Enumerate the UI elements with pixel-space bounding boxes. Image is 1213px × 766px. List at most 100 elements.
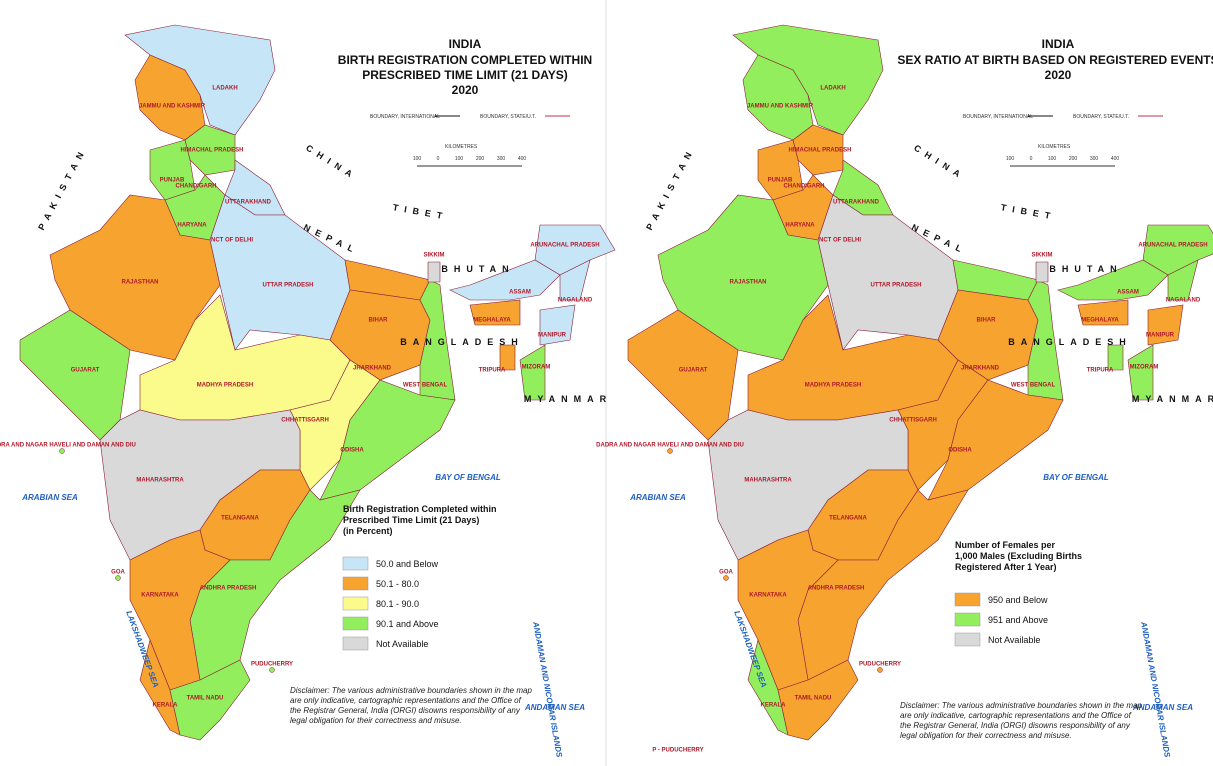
region-shape: [1035, 261, 1049, 283]
region-label: KARNATAKA: [749, 593, 787, 599]
region-label: ARUNACHAL PRADESH: [1138, 243, 1207, 249]
legend-title: Number of Females per: [955, 540, 1056, 550]
legend-label: Not Available: [376, 639, 428, 649]
region-label: MIZORAM: [1130, 365, 1159, 371]
region-label: DADRA AND NAGAR HAVELI AND DAMAN AND DIU: [0, 443, 136, 449]
region-label: SIKKIM: [424, 253, 445, 259]
region-label: HARYANA: [785, 223, 815, 229]
legend-label: 950 and Below: [988, 595, 1048, 605]
sea-label: ARABIAN SEA: [21, 493, 78, 502]
region-label: GOA: [111, 570, 125, 576]
region-label: PUNJAB: [768, 178, 793, 184]
region-label: ASSAM: [1117, 290, 1139, 296]
region-shape: [115, 575, 121, 581]
region-label: MANIPUR: [1146, 333, 1175, 339]
region-label: LADAKH: [820, 86, 845, 92]
region-label: TRIPURA: [1087, 368, 1114, 374]
region-shape: [667, 448, 673, 454]
region-shape: [877, 667, 883, 673]
map-panel: LADAKH JAMMU AND KASHMIR HIMACHAL PRADESH P…: [0, 24, 616, 759]
region-label: KERALA: [153, 703, 179, 709]
scale-tick: 300: [1090, 156, 1099, 162]
boundary-label: BOUNDARY, STATE/U.T.: [1073, 114, 1129, 120]
region-label: UTTARAKHAND: [833, 200, 880, 206]
region-label: HIMACHAL PRADESH: [181, 148, 244, 154]
region-label: ARUNACHAL PRADESH: [530, 243, 599, 249]
region-shape: [269, 667, 275, 673]
legend-swatch: [954, 592, 981, 607]
region-label: SIKKIM: [1032, 253, 1053, 259]
region-label: JAMMU AND KASHMIR: [747, 104, 814, 110]
region-label: WEST BENGAL: [403, 383, 448, 389]
region-label: MAHARASHTRA: [744, 478, 792, 484]
map-title: BIRTH REGISTRATION COMPLETED WITHIN: [338, 53, 592, 67]
region-label: GUJARAT: [679, 368, 708, 374]
country-label: BANGLADESH: [400, 337, 524, 347]
legend-label: Not Available: [988, 635, 1040, 645]
region-label: NAGALAND: [1166, 298, 1201, 304]
region-label: GUJARAT: [71, 368, 100, 374]
map-title: INDIA: [1042, 37, 1075, 51]
scale-tick: 400: [1111, 156, 1120, 162]
region-label: ASSAM: [509, 290, 531, 296]
country-label: BHUTAN: [441, 264, 514, 274]
disclaimer: the Registrar General, India (ORGI) diso…: [290, 706, 521, 715]
region-label: MIZORAM: [522, 365, 551, 371]
region-shape: [499, 344, 516, 371]
legend-title: (in Percent): [343, 526, 393, 536]
disclaimer: Disclaimer: The various administrative b…: [290, 686, 532, 695]
legend-swatch: [342, 596, 369, 611]
legend-swatch: [342, 556, 369, 571]
region-label: KARNATAKA: [141, 593, 179, 599]
scale-tick: 300: [497, 156, 506, 162]
region-shape: [469, 299, 521, 326]
legend-label: 50.0 and Below: [376, 559, 439, 569]
region-label: WEST BENGAL: [1011, 383, 1056, 389]
scale-tick: 100: [1048, 156, 1057, 162]
disclaimer: are only indicative, cartographic repres…: [290, 696, 522, 705]
region-shape: [59, 448, 65, 454]
disclaimer: legal obligation for their correctness a…: [290, 716, 462, 725]
country-label: MYANMAR: [524, 394, 612, 404]
region-label: JAMMU AND KASHMIR: [139, 104, 206, 110]
region-label: MADHYA PRADESH: [805, 383, 862, 389]
region-label: DADRA AND NAGAR HAVELI AND DAMAN AND DIU: [596, 443, 744, 449]
region-shape: [1077, 299, 1129, 326]
region-label: HARYANA: [177, 223, 207, 229]
legend-swatch: [342, 636, 369, 651]
region-label: TRIPURA: [479, 368, 506, 374]
map-title: PRESCRIBED TIME LIMIT (21 DAYS): [362, 68, 568, 82]
scale-tick: 100: [455, 156, 464, 162]
boundary-label: BOUNDARY, INTERNATIONAL: [370, 114, 440, 120]
scale-tick: 200: [1069, 156, 1078, 162]
country-label: BHUTAN: [1049, 264, 1122, 274]
region-label: ANDHRA PRADESH: [808, 586, 865, 592]
region-label: UTTAR PRADESH: [263, 283, 314, 289]
disclaimer: Disclaimer: The various administrative b…: [900, 701, 1142, 710]
legend-swatch: [342, 616, 369, 631]
region-shape: [169, 659, 251, 741]
region-label: PUDUCHERRY: [251, 662, 293, 668]
region-shape: [519, 344, 546, 401]
region-label: GOA: [719, 570, 733, 576]
legend-label: 80.1 - 90.0: [376, 599, 419, 609]
region-label: NCT OF DELHI: [211, 238, 253, 244]
region-label: MEGHALAYA: [1081, 318, 1119, 324]
region-shape: [747, 639, 789, 736]
country-label: BANGLADESH: [1008, 337, 1132, 347]
legend-swatch: [342, 576, 369, 591]
region-label: RAJASTHAN: [121, 280, 158, 286]
region-shape: [1127, 344, 1154, 401]
region-label: MADHYA PRADESH: [197, 383, 254, 389]
disclaimer: the Registrar General, India (ORGI) diso…: [900, 721, 1131, 730]
region-label: MEGHALAYA: [473, 318, 511, 324]
region-shape: [1057, 259, 1169, 301]
region-label: LADAKH: [212, 86, 237, 92]
region-label: TAMIL NADU: [795, 696, 832, 702]
region-label: CHHATTISGARH: [889, 418, 937, 424]
region-shape: [1147, 304, 1184, 346]
map-title: INDIA: [449, 37, 482, 51]
region-label: CHANDIGARH: [784, 184, 825, 190]
region-label: ANDHRA PRADESH: [200, 586, 257, 592]
region-shape: [449, 259, 561, 301]
